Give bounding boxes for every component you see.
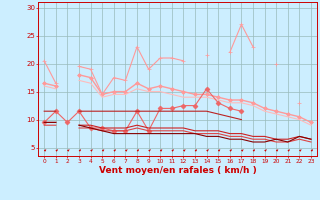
X-axis label: Vent moyen/en rafales ( km/h ): Vent moyen/en rafales ( km/h ) [99,166,256,175]
